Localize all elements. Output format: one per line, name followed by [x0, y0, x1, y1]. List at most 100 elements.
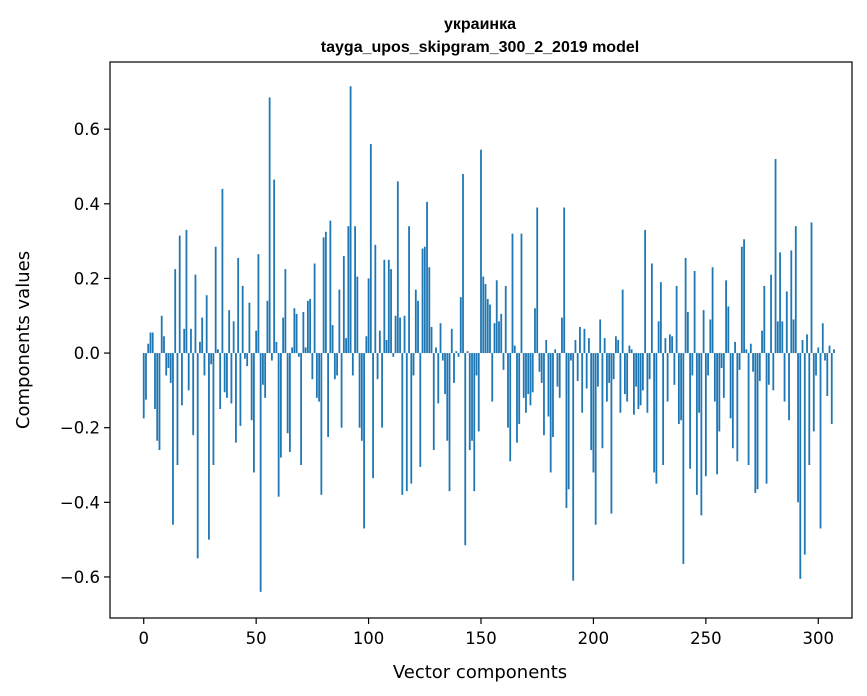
bar: [277, 353, 280, 497]
bar: [686, 312, 689, 354]
bar: [702, 310, 705, 354]
bar: [659, 282, 662, 354]
bar: [432, 353, 435, 451]
bar: [761, 330, 763, 354]
bar: [520, 233, 523, 354]
bar: [529, 353, 532, 406]
bar: [525, 353, 527, 413]
bar: [648, 353, 651, 380]
bar: [637, 353, 640, 410]
bar: [194, 274, 197, 354]
bar: [644, 229, 647, 354]
bar: [765, 353, 768, 484]
bar: [812, 353, 815, 432]
bar: [484, 284, 487, 354]
bar: [833, 349, 835, 354]
bar: [156, 353, 159, 441]
x-tick-label: 250: [690, 629, 722, 648]
bar: [615, 336, 617, 354]
bar: [554, 349, 557, 354]
bar: [417, 300, 419, 354]
bar: [826, 353, 829, 396]
bar: [572, 353, 575, 581]
bar: [313, 263, 316, 354]
bar: [300, 353, 303, 466]
bar: [774, 159, 777, 354]
bar: [579, 326, 581, 354]
bar: [511, 233, 514, 354]
bar: [788, 353, 790, 421]
bar: [279, 353, 282, 458]
bar: [318, 353, 321, 402]
bar: [192, 353, 195, 436]
bar: [190, 328, 192, 354]
bar: [711, 267, 714, 354]
bar: [561, 317, 563, 354]
bar: [556, 353, 559, 387]
bar: [151, 332, 154, 354]
bar: [199, 341, 201, 354]
bar: [349, 86, 352, 354]
bar: [567, 353, 570, 490]
bar: [585, 353, 588, 389]
bar: [304, 347, 307, 354]
bar: [821, 323, 824, 354]
bar: [450, 328, 453, 354]
bar: [253, 353, 255, 473]
bar: [603, 338, 606, 354]
bar: [196, 353, 199, 559]
bar: [421, 248, 424, 354]
bar: [185, 229, 188, 354]
bar: [815, 353, 817, 376]
bar: [671, 336, 674, 354]
bar: [597, 353, 599, 387]
bar: [329, 220, 332, 354]
bar: [464, 353, 467, 546]
bar: [776, 321, 779, 354]
bar: [226, 353, 228, 398]
y-tick-label: −0.2: [60, 419, 100, 438]
bar: [212, 353, 215, 466]
bar: [518, 353, 521, 424]
bar: [695, 353, 698, 495]
bar: [588, 338, 590, 354]
bar: [286, 353, 289, 434]
bar: [165, 353, 168, 376]
bar: [340, 353, 343, 428]
bar: [675, 285, 678, 354]
bar: [306, 300, 309, 354]
bar: [740, 246, 743, 354]
bar: [491, 353, 494, 402]
bar: [563, 207, 566, 354]
bar: [172, 353, 174, 525]
bar: [565, 353, 568, 508]
bar: [502, 353, 505, 370]
bar: [426, 201, 428, 354]
bar: [785, 291, 788, 354]
bar: [291, 347, 294, 354]
bar: [302, 312, 305, 354]
bar: [749, 343, 752, 354]
y-tick-label: 0.0: [74, 344, 100, 363]
bar: [783, 353, 786, 402]
bar: [228, 310, 231, 354]
bar: [507, 353, 509, 428]
bar: [630, 349, 633, 354]
bar: [250, 353, 253, 421]
bar: [405, 353, 408, 492]
bar: [500, 313, 503, 354]
bar: [610, 353, 613, 514]
bar: [356, 276, 359, 354]
bar: [792, 319, 795, 354]
bar: [601, 353, 604, 449]
bar: [244, 353, 246, 359]
bar: [311, 353, 314, 380]
bar: [365, 336, 368, 354]
bar: [531, 353, 534, 393]
bar: [342, 256, 345, 354]
bar: [650, 263, 653, 354]
bar: [257, 254, 260, 354]
chart-title: украинка: [444, 16, 516, 33]
bar: [163, 336, 165, 354]
